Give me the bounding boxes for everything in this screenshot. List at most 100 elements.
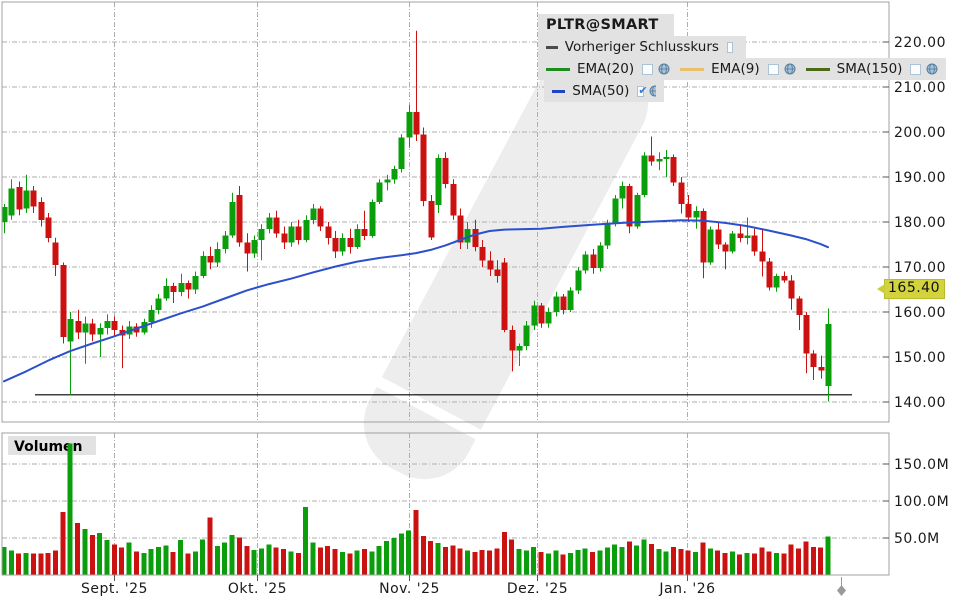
candle-body bbox=[641, 155, 648, 195]
volume-bar bbox=[420, 535, 426, 575]
volume-bar bbox=[361, 549, 367, 575]
volume-bar bbox=[155, 546, 161, 575]
volume-axis-label: 150.0M bbox=[894, 457, 949, 473]
volume-bar bbox=[759, 547, 765, 575]
volume-bar bbox=[222, 542, 228, 575]
sma150-checkbox[interactable] bbox=[910, 63, 922, 75]
legend-label-sma50[interactable]: SMA(50) bbox=[572, 83, 630, 99]
candle-body bbox=[663, 156, 670, 159]
legend-row-sma50: SMA(50) bbox=[544, 80, 664, 102]
candle-body bbox=[464, 228, 471, 243]
volume-bar bbox=[178, 540, 184, 575]
price-axis-label: 200.00 bbox=[894, 125, 946, 141]
price-axis-label: 180.00 bbox=[894, 215, 946, 231]
price-axis-label: 210.00 bbox=[894, 80, 946, 96]
volume-bar bbox=[435, 543, 441, 575]
ema9-checkbox[interactable] bbox=[767, 63, 779, 75]
legend-row-averages: EMA(20) EMA(9) SMA(150) bbox=[538, 58, 947, 80]
legend-label-ema20[interactable]: EMA(20) bbox=[577, 61, 635, 77]
candle-body bbox=[634, 195, 641, 227]
volume-bar bbox=[531, 546, 537, 575]
candle-body bbox=[707, 229, 714, 263]
sma50-checkbox[interactable] bbox=[637, 84, 648, 97]
legend-title-row: PLTR@SMART bbox=[538, 14, 674, 36]
volume-bar bbox=[590, 552, 596, 575]
candle-body bbox=[60, 264, 67, 337]
volume-bar bbox=[722, 552, 728, 575]
candle-body bbox=[178, 282, 185, 292]
volume-bar bbox=[295, 552, 301, 575]
price-axis-label: 150.00 bbox=[894, 350, 946, 366]
volume-bar bbox=[52, 550, 58, 575]
candle-body bbox=[479, 246, 486, 261]
legend-row-prev-close: Vorheriger Schlusskurs bbox=[538, 36, 746, 58]
volume-bar bbox=[457, 548, 463, 575]
volume-bar bbox=[619, 546, 625, 575]
legend-label-ema9[interactable]: EMA(9) bbox=[711, 61, 760, 77]
candle-body bbox=[744, 235, 751, 238]
volume-bar bbox=[737, 554, 743, 575]
volume-bar bbox=[75, 523, 81, 575]
candle-body bbox=[67, 318, 74, 342]
candle-body bbox=[788, 280, 795, 299]
candle-body bbox=[656, 159, 663, 162]
globe-icon[interactable] bbox=[784, 63, 796, 75]
candle-body bbox=[155, 298, 162, 310]
candle-body bbox=[751, 235, 758, 252]
volume-bar bbox=[376, 546, 382, 575]
volume-bar bbox=[303, 506, 309, 575]
candle-body bbox=[567, 290, 574, 310]
candle-body bbox=[729, 233, 736, 252]
candle-body bbox=[141, 321, 148, 333]
volume-bar bbox=[575, 549, 581, 575]
volume-bar bbox=[582, 548, 588, 575]
volume-bar bbox=[788, 544, 794, 575]
prev-close-checkbox[interactable] bbox=[726, 41, 733, 53]
candle-body bbox=[531, 305, 538, 326]
volume-bar bbox=[258, 548, 264, 575]
candle-body bbox=[325, 226, 332, 238]
price-panel-border bbox=[1, 1, 890, 423]
symbol-title[interactable]: PLTR@SMART bbox=[546, 17, 659, 33]
volume-bar bbox=[538, 552, 544, 575]
volume-bar bbox=[803, 541, 809, 575]
candle-body bbox=[339, 237, 346, 252]
volume-bar bbox=[781, 553, 787, 575]
candle-body bbox=[442, 158, 449, 184]
volume-bar bbox=[450, 545, 456, 575]
candle-body bbox=[781, 276, 788, 281]
volume-bar bbox=[119, 547, 125, 575]
candle-body bbox=[52, 242, 59, 265]
candle-body bbox=[619, 186, 626, 199]
globe-icon[interactable] bbox=[649, 85, 656, 97]
candle-body bbox=[23, 190, 30, 209]
candle-body bbox=[678, 182, 685, 204]
candle-body bbox=[406, 111, 413, 138]
candle-body bbox=[428, 200, 435, 238]
volume-bar bbox=[553, 550, 559, 575]
candle-body bbox=[163, 285, 170, 299]
globe-icon[interactable] bbox=[658, 63, 670, 75]
candle-body bbox=[825, 324, 832, 386]
candle-body bbox=[612, 198, 619, 223]
legend-label-sma150[interactable]: SMA(150) bbox=[836, 61, 903, 77]
legend-label-prev-close[interactable]: Vorheriger Schlusskurs bbox=[564, 39, 719, 55]
candle-body bbox=[435, 158, 442, 205]
candle-body bbox=[597, 245, 604, 268]
candle-body bbox=[818, 366, 825, 371]
ema20-checkbox[interactable] bbox=[642, 63, 654, 75]
candle-body bbox=[398, 137, 405, 169]
volume-bar bbox=[163, 545, 169, 575]
volume-label-bg bbox=[8, 436, 96, 455]
volume-bar bbox=[634, 545, 640, 575]
candle-body bbox=[97, 327, 104, 335]
volume-bar bbox=[325, 546, 331, 575]
candle-body bbox=[244, 242, 251, 254]
price-axis-label: 160.00 bbox=[894, 305, 946, 321]
volume-bar bbox=[744, 552, 750, 575]
volume-bar bbox=[398, 533, 404, 575]
candle-body bbox=[457, 215, 464, 243]
candle-body bbox=[553, 296, 560, 312]
globe-icon[interactable] bbox=[926, 63, 938, 75]
volume-bar bbox=[656, 549, 662, 575]
